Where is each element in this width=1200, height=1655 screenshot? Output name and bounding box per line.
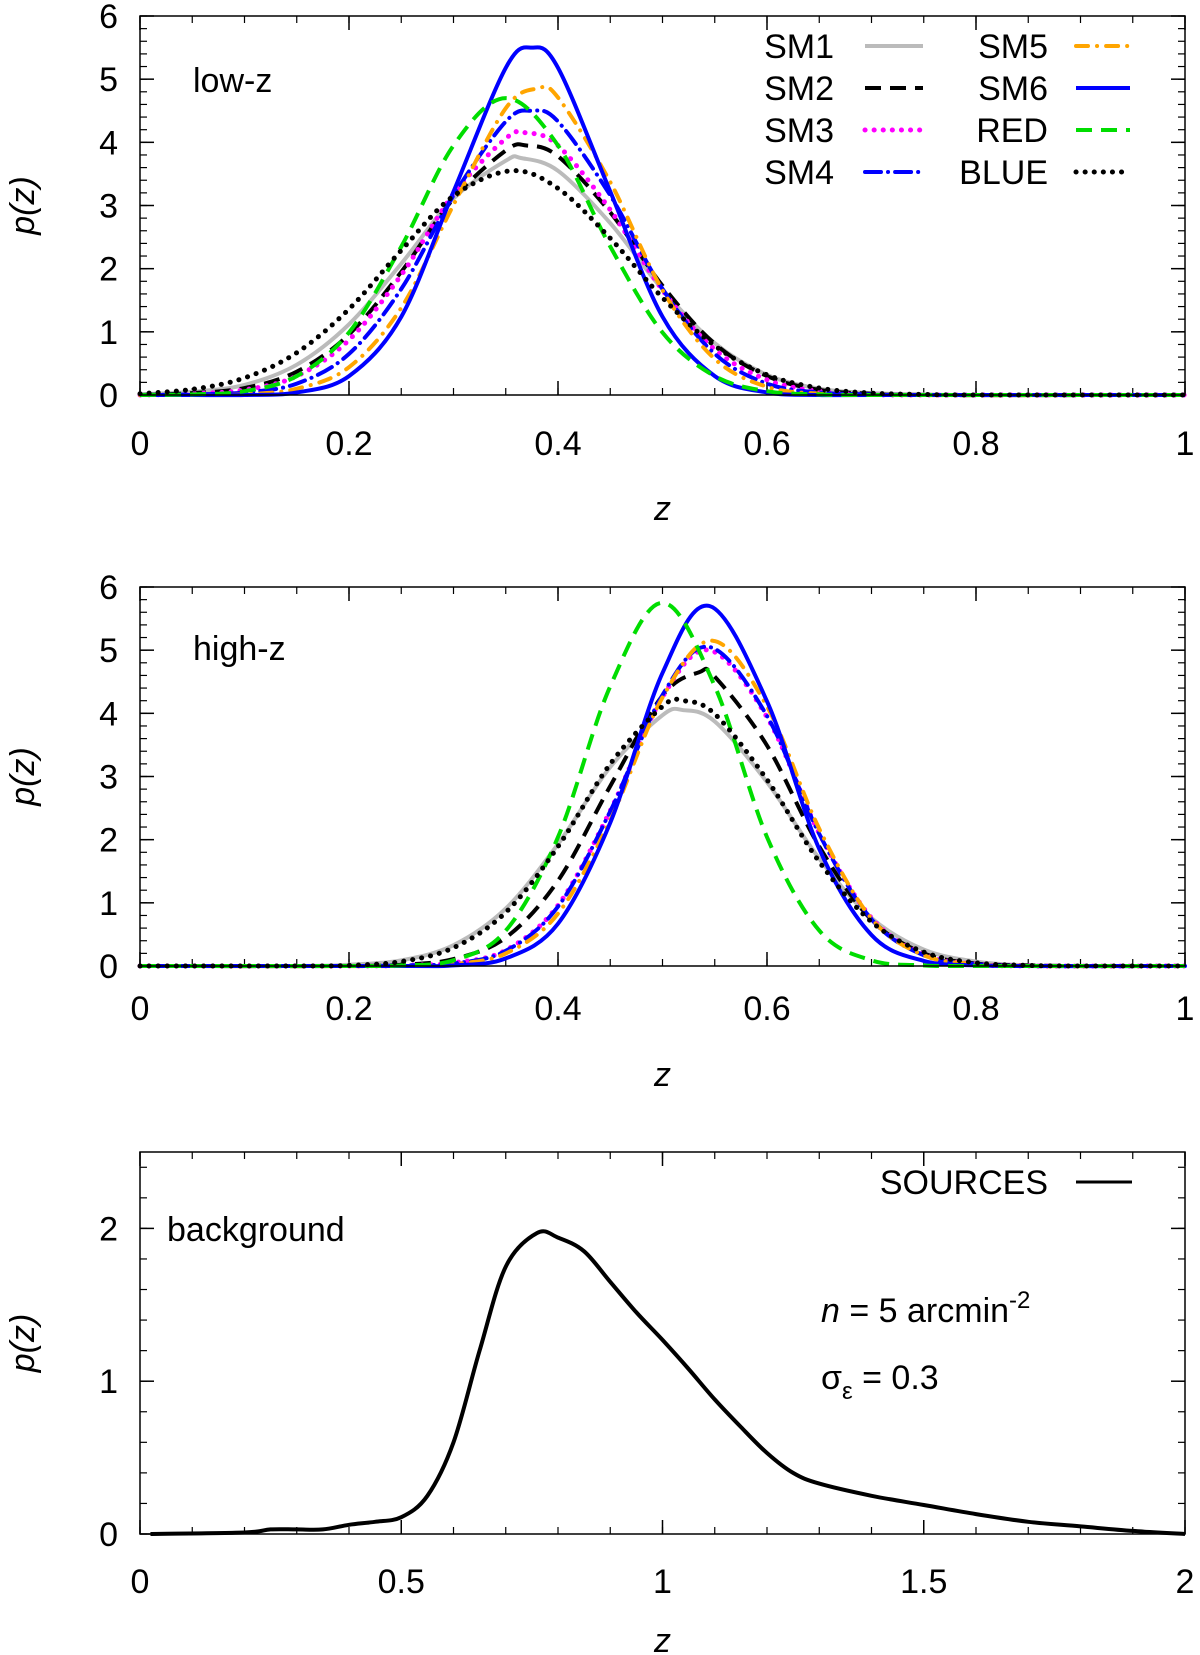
- legend-label: SM4: [764, 154, 834, 192]
- y-tick-label: 0: [99, 948, 118, 986]
- x-tick-label: 0: [131, 990, 150, 1028]
- x-tick-label: 0.8: [952, 425, 999, 463]
- series-line-sm1: [139, 706, 1186, 969]
- legend-item-blue: BLUE: [959, 154, 1133, 192]
- series-line-blue: [137, 168, 1188, 398]
- series-line-sm4: [138, 644, 1187, 969]
- panel-label: low-z: [193, 62, 272, 100]
- x-tick-label: 1: [653, 1563, 672, 1601]
- legend-label: SM3: [764, 112, 834, 150]
- x-tick-label: 1.5: [900, 1563, 947, 1601]
- y-tick-label: 5: [99, 61, 118, 99]
- legend-label: SOURCES: [880, 1164, 1048, 1202]
- series-line-sm1: [139, 154, 1186, 398]
- ellipticity-annotation: σε = 0.3: [821, 1359, 939, 1405]
- y-tick-label: 2: [99, 822, 118, 860]
- density-exponent: -2: [1009, 1287, 1030, 1314]
- x-tick-label: 0.5: [378, 1563, 425, 1601]
- y-tick-label: 1: [99, 1363, 118, 1401]
- plot-frame: [139, 586, 1186, 967]
- density-symbol: n: [821, 1292, 840, 1330]
- y-tick-label: 4: [99, 124, 118, 162]
- legend-item-sm4: SM4: [764, 154, 925, 192]
- y-tick-label: 1: [99, 885, 118, 923]
- legend-label: SM6: [978, 70, 1048, 108]
- y-tick-label: 6: [99, 0, 118, 36]
- panel-label: high-z: [193, 630, 286, 668]
- x-axis-label: z: [653, 490, 671, 528]
- y-tick-label: 3: [99, 188, 118, 226]
- y-tick-label: 6: [99, 569, 118, 607]
- panel-low-z: 0 0.2 0.4 0.6 0.8 1 0 1 2 3 4 5 6 z p(z) low-z: [4, 0, 1194, 528]
- y-tick-label: 3: [99, 759, 118, 797]
- y-tick-label: 1: [99, 314, 118, 352]
- series-line-sm6: [139, 603, 1186, 969]
- x-tick-label: 0.8: [952, 990, 999, 1028]
- y-tick-label: 4: [99, 695, 118, 733]
- x-tick-label: 2: [1176, 1563, 1195, 1601]
- y-axis-label: p(z): [4, 176, 42, 236]
- panel-high-z: 0 0.2 0.4 0.6 0.8 1 0 1 2 3 4 5 6 z p(z) high-z: [4, 569, 1194, 1094]
- legend: SM1 SM2 SM3 SM4 SM5 SM6 RED BLUE: [764, 28, 1133, 192]
- legend-item-sm1: SM1: [764, 28, 923, 66]
- legend-label: BLUE: [959, 154, 1048, 192]
- legend-label: SM2: [764, 70, 834, 108]
- x-tick-label: 0: [131, 425, 150, 463]
- series-line-sources: [150, 1229, 1186, 1536]
- y-tick-label: 0: [99, 1516, 118, 1554]
- sigma-subscript: ε: [842, 1378, 853, 1405]
- panel-label: background: [167, 1211, 345, 1249]
- x-tick-label: 0.4: [534, 425, 581, 463]
- x-tick-label: 0.2: [325, 990, 372, 1028]
- plot-frame: [139, 15, 1186, 396]
- legend-item-red: RED: [976, 112, 1130, 150]
- plot-frame: [139, 1151, 1186, 1535]
- x-axis-label: z: [653, 1622, 671, 1655]
- x-tick-label: 0.2: [325, 425, 372, 463]
- legend-label: SM1: [764, 28, 834, 66]
- panel-background: 0 0.5 1 1.5 2 0 1 2 z p(z) background: [4, 1151, 1195, 1655]
- y-tick-label: 2: [99, 251, 118, 289]
- legend-item-sm5: SM5: [978, 28, 1132, 66]
- series-line-red: [139, 600, 1186, 969]
- legend-item-sm3: SM3: [764, 112, 926, 150]
- y-tick-label: 5: [99, 632, 118, 670]
- series-line-blue: [137, 696, 1188, 969]
- x-tick-label: 0.6: [743, 990, 790, 1028]
- sigma-symbol: σ: [821, 1359, 842, 1397]
- sigma-value: = 0.3: [853, 1359, 939, 1397]
- x-tick-label: 1: [1176, 425, 1195, 463]
- density-annotation: n = 5 arcmin-2: [821, 1287, 1030, 1330]
- legend-item-sources: SOURCES: [880, 1164, 1132, 1202]
- y-axis-label: p(z): [4, 1314, 42, 1374]
- x-tick-label: 1: [1176, 990, 1195, 1028]
- y-tick-label: 0: [99, 377, 118, 415]
- series-line-sm5: [138, 638, 1187, 969]
- density-value: = 5 arcmin: [840, 1292, 1009, 1330]
- x-tick-label: 0.4: [534, 990, 581, 1028]
- legend-label: RED: [976, 112, 1048, 150]
- y-axis-label: p(z): [4, 747, 42, 807]
- x-axis-label: z: [653, 1056, 671, 1094]
- legend-item-sm6: SM6: [978, 70, 1130, 108]
- legend-item-sm2: SM2: [764, 70, 923, 108]
- x-tick-label: 0: [131, 1563, 150, 1601]
- legend-label: SM5: [978, 28, 1048, 66]
- x-tick-label: 0.6: [743, 425, 790, 463]
- y-tick-label: 2: [99, 1210, 118, 1248]
